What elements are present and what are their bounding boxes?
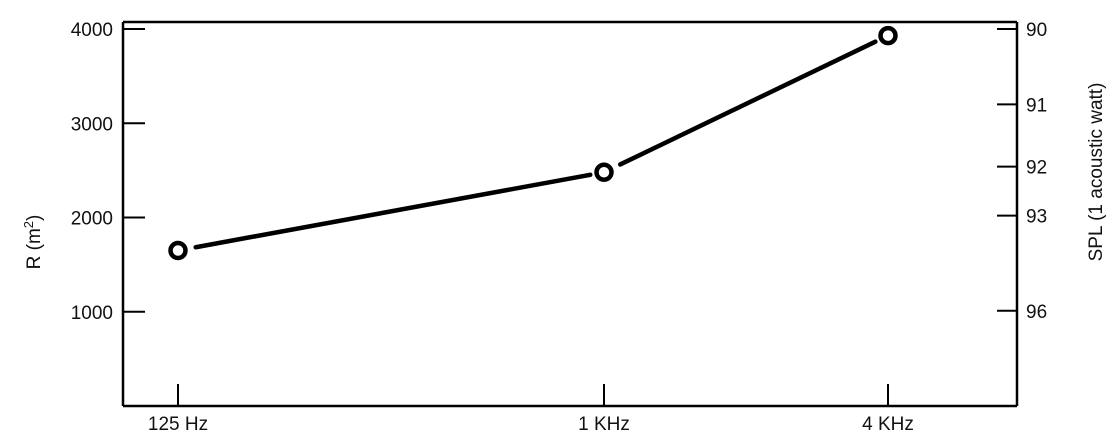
right-tick-label-93: 93 <box>1026 207 1047 228</box>
left-tick-label-3000: 3000 <box>71 114 113 135</box>
data-point-2 <box>878 25 898 46</box>
series-line-segment-0 <box>193 172 593 250</box>
right-tick-label-91: 91 <box>1026 95 1047 116</box>
series-group <box>168 25 898 261</box>
plot-frame <box>121 20 1019 408</box>
y-axis-left-title-superscript: 2 <box>21 221 36 228</box>
x-tick-label-0: 125 Hz <box>148 414 208 432</box>
left-tick-label-1000: 1000 <box>71 303 113 324</box>
right-tick-label-92: 92 <box>1026 158 1047 179</box>
y-axis-right-title: SPL (1 acoustic watt) <box>1086 83 1107 262</box>
right-tick-label-96: 96 <box>1026 302 1047 323</box>
left-y-ticks: 1000 2000 3000 4000 <box>71 20 145 324</box>
data-point-0 <box>168 240 188 261</box>
left-tick-label-4000: 4000 <box>71 20 113 41</box>
right-tick-label-90: 90 <box>1026 20 1047 41</box>
left-tick-label-2000: 2000 <box>71 209 113 230</box>
right-y-ticks: 90 91 92 93 96 <box>997 20 1047 323</box>
data-point-1 <box>594 162 614 183</box>
x-ticks: 125 Hz 1 KHz 4 KHz <box>148 384 914 432</box>
x-tick-label-1: 1 KHz <box>578 414 630 432</box>
y-axis-left-title: R (m2) <box>21 215 46 270</box>
x-tick-label-2: 4 KHz <box>862 414 914 432</box>
series-line-segment-1 <box>617 39 878 167</box>
